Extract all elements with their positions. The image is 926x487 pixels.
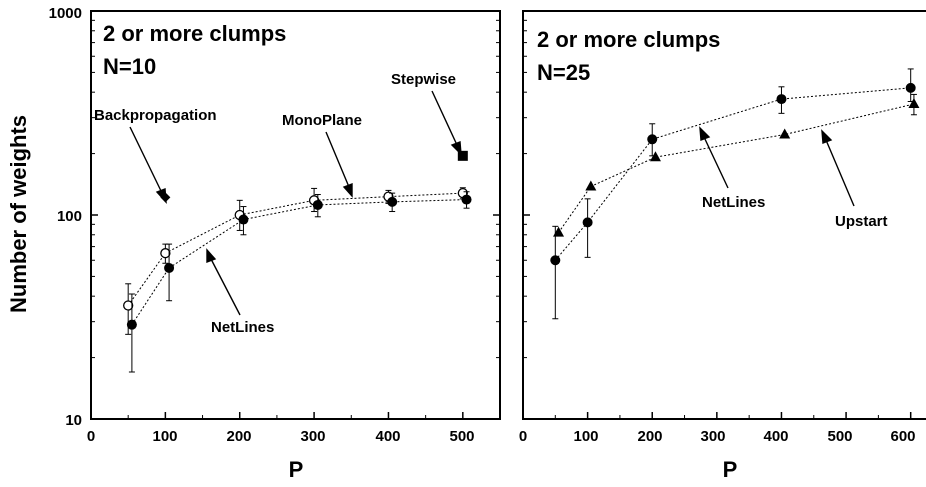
x-tick-label: 100 bbox=[573, 428, 598, 445]
annotation-backpropagation: Backpropagation bbox=[94, 107, 217, 124]
x-tick-label: 300 bbox=[700, 428, 725, 445]
arrow-upstart bbox=[825, 139, 855, 207]
x-tick-label: 400 bbox=[375, 428, 400, 445]
point-netlines bbox=[238, 214, 249, 225]
panel-2-x-axis-label: P bbox=[723, 457, 738, 482]
point-netlines bbox=[776, 94, 787, 105]
annotation-netlines-right: NetLines bbox=[702, 194, 765, 211]
panel-2-marks bbox=[550, 68, 920, 320]
x-tick-label: 0 bbox=[87, 428, 95, 445]
x-tick-label: 500 bbox=[449, 428, 474, 445]
arrow-monoplane bbox=[325, 131, 350, 188]
x-tick-label: 500 bbox=[827, 428, 852, 445]
point-upstart bbox=[585, 180, 597, 191]
arrow-monoplane-head bbox=[342, 182, 353, 198]
point-netlines bbox=[387, 196, 398, 207]
arrow-netlines-left bbox=[210, 258, 241, 316]
y-tick-label: 1000 bbox=[49, 5, 82, 22]
annotation-netlines-left: NetLines bbox=[211, 319, 274, 336]
point-netlines bbox=[126, 319, 137, 330]
series-line-upstart bbox=[558, 103, 915, 233]
point-netlines bbox=[164, 262, 175, 273]
x-tick-label: 200 bbox=[637, 428, 662, 445]
annotation-stepwise: Stepwise bbox=[391, 71, 456, 88]
point-monoplane bbox=[160, 248, 171, 259]
point-upstart bbox=[779, 128, 791, 139]
point-upstart bbox=[908, 98, 920, 109]
x-tick-label: 0 bbox=[519, 428, 527, 445]
series-line-netlines bbox=[131, 199, 467, 325]
y-tick-label: 100 bbox=[57, 208, 82, 225]
point-backpropagation bbox=[160, 192, 171, 203]
x-tick-label: 100 bbox=[152, 428, 177, 445]
arrow-netlines-right bbox=[703, 136, 729, 189]
y-axis-label: Number of weights bbox=[6, 115, 31, 313]
panel-1-title: 2 or more clumps bbox=[103, 21, 286, 46]
point-stepwise bbox=[457, 150, 468, 161]
point-netlines bbox=[461, 194, 472, 205]
y-tick-label: 10 bbox=[65, 412, 82, 429]
axis-ticks bbox=[90, 19, 912, 420]
point-netlines bbox=[312, 199, 323, 210]
panel-1-x-axis-label: P bbox=[289, 457, 304, 482]
x-tick-label: 200 bbox=[226, 428, 251, 445]
arrow-netlines-right-head bbox=[699, 126, 711, 141]
panel-1-marks bbox=[123, 150, 472, 373]
point-upstart bbox=[553, 226, 565, 237]
arrow-stepwise bbox=[431, 90, 458, 146]
arrow-backpropagation bbox=[129, 126, 163, 194]
point-upstart bbox=[649, 151, 661, 162]
annotation-monoplane: MonoPlane bbox=[282, 112, 362, 129]
series-line-monoplane bbox=[127, 192, 463, 306]
point-netlines bbox=[550, 255, 561, 266]
panel-2-title: 2 or more clumps bbox=[537, 27, 720, 52]
point-monoplane bbox=[123, 300, 134, 311]
panel-2-subtitle: N=25 bbox=[537, 60, 590, 85]
x-tick-label: 600 bbox=[890, 428, 915, 445]
arrow-netlines-left-head bbox=[206, 248, 217, 264]
point-netlines bbox=[647, 134, 658, 145]
arrow-upstart-head bbox=[821, 129, 833, 144]
annotation-upstart: Upstart bbox=[835, 213, 888, 230]
panel-1-subtitle: N=10 bbox=[103, 54, 156, 79]
point-netlines bbox=[582, 217, 593, 228]
series-line-netlines bbox=[554, 87, 911, 261]
x-tick-label: 400 bbox=[763, 428, 788, 445]
point-netlines bbox=[905, 82, 916, 93]
x-tick-label: 300 bbox=[300, 428, 325, 445]
